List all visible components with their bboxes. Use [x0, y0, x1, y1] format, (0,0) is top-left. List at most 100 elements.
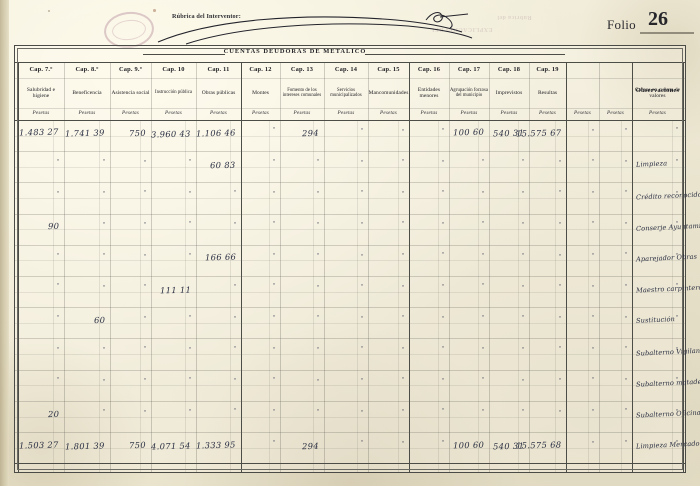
ditto-mark: " — [591, 440, 595, 447]
ditto-mark: " — [624, 190, 628, 197]
column-name-1: Salubridad e higiene — [26, 86, 56, 99]
column-unit-3: Pesetas — [122, 110, 139, 117]
ditto-mark: " — [441, 346, 445, 353]
ditto-mark: " — [591, 252, 595, 260]
cell-value-cap11: 166 66 — [204, 251, 237, 263]
ditto-mark: " — [272, 315, 276, 322]
ditto-mark: " — [272, 127, 276, 134]
centimos-divider — [357, 120, 358, 472]
centimos-divider — [313, 120, 314, 472]
column-divider — [280, 62, 281, 472]
cell-value-cap13: 294 — [301, 440, 320, 451]
ditto-mark: " — [441, 159, 445, 167]
ditto-mark: " — [272, 159, 276, 166]
ditto-mark: " — [401, 284, 405, 291]
cell-value-cap19: 15.575 68 — [515, 439, 562, 451]
ditto-mark: " — [316, 158, 320, 165]
column-name-10: Entidades menores — [417, 86, 441, 99]
cell-value-cap13: 294 — [301, 128, 320, 139]
ditto-mark: " — [316, 222, 320, 229]
ditto-mark: " — [272, 283, 276, 290]
header-rule — [15, 78, 685, 79]
ditto-mark: " — [233, 222, 237, 229]
ditto-mark: " — [143, 345, 147, 352]
ditto-mark: " — [316, 346, 320, 353]
column-cap-8: Cap. 14 — [334, 66, 358, 74]
ditto-mark: " — [558, 283, 562, 290]
column-name-2: Beneficencia — [72, 89, 102, 96]
column-unit-12: Pesetas — [500, 110, 518, 117]
column-divider — [151, 62, 152, 472]
row-subrule — [15, 260, 685, 262]
ditto-mark: " — [360, 377, 364, 384]
ditto-mark: " — [102, 158, 106, 165]
ditto-mark: " — [441, 316, 445, 323]
ditto-mark: " — [56, 283, 60, 290]
row-rule — [15, 338, 685, 340]
ditto-mark: " — [521, 252, 525, 259]
column-unit-15: Pesetas — [607, 110, 624, 117]
row-subrule — [15, 416, 685, 418]
ditto-mark: " — [558, 377, 562, 384]
ditto-mark: " — [188, 346, 192, 353]
banner-title: CUENTAS DEUDORAS DE METALICO — [223, 48, 367, 55]
observacion-note: Subalterno Oficinas — [635, 408, 700, 420]
ditto-mark: " — [624, 128, 628, 135]
ditto-mark: " — [188, 252, 192, 260]
header-rule — [15, 62, 685, 64]
cell-value-cap11: 1.106 46 — [196, 127, 237, 139]
ditto-mark: " — [481, 315, 485, 322]
ditto-mark: " — [441, 128, 445, 135]
centimos-divider — [269, 120, 270, 472]
ditto-mark: " — [188, 158, 192, 166]
centimos-divider — [230, 120, 231, 472]
column-cap-12: Cap. 18 — [497, 66, 521, 74]
ditto-mark: " — [316, 252, 320, 259]
ditto-mark: " — [401, 346, 405, 353]
ditto-mark: " — [56, 253, 60, 260]
ditto-mark: " — [481, 409, 485, 416]
ditto-mark: " — [56, 347, 60, 354]
row-rule — [15, 182, 685, 184]
table-banner: CUENTAS DEUDORAS DE METALICO — [15, 46, 575, 62]
ditto-mark: " — [360, 409, 364, 416]
row-rule — [15, 276, 685, 278]
ditto-mark: " — [272, 377, 276, 384]
ditto-mark: " — [272, 221, 276, 228]
ditto-mark: " — [624, 252, 628, 259]
ditto-mark: " — [401, 408, 405, 416]
ditto-mark: " — [233, 346, 237, 353]
ditto-mark: " — [591, 346, 595, 353]
row-rule — [15, 213, 685, 215]
column-divider — [489, 62, 490, 472]
column-unit-2: Pesetas — [78, 110, 96, 117]
cell-value-cap7: 1.483 27 — [19, 126, 60, 138]
ditto-mark: " — [272, 409, 276, 416]
column-unit-8: Pesetas — [337, 110, 355, 117]
ditto-mark: " — [401, 377, 405, 384]
ditto-mark: " — [624, 222, 628, 229]
row-subrule — [15, 166, 685, 168]
ditto-mark: " — [441, 252, 445, 259]
ditto-mark: " — [102, 190, 106, 197]
ditto-mark: " — [102, 252, 106, 259]
row-subrule — [15, 447, 685, 449]
ditto-mark: " — [675, 127, 679, 134]
centimos-divider — [478, 120, 479, 472]
row-rule — [15, 120, 685, 121]
ditto-mark: " — [401, 128, 405, 135]
header-rule — [15, 108, 685, 109]
ditto-mark: " — [481, 377, 485, 384]
cell-value-cap17: 100 60 — [452, 439, 485, 450]
ditto-mark: " — [675, 159, 679, 166]
ditto-mark: " — [441, 284, 445, 291]
column-cap-9: Cap. 15 — [377, 66, 400, 74]
column-divider — [18, 62, 20, 472]
ditto-mark: " — [233, 190, 237, 197]
centimos-divider — [555, 120, 556, 472]
column-name-11: Agrupación forzosa del municipio — [450, 87, 488, 98]
centimos-divider — [588, 120, 589, 472]
ditto-mark: " — [401, 220, 405, 228]
ditto-mark: " — [143, 159, 147, 166]
